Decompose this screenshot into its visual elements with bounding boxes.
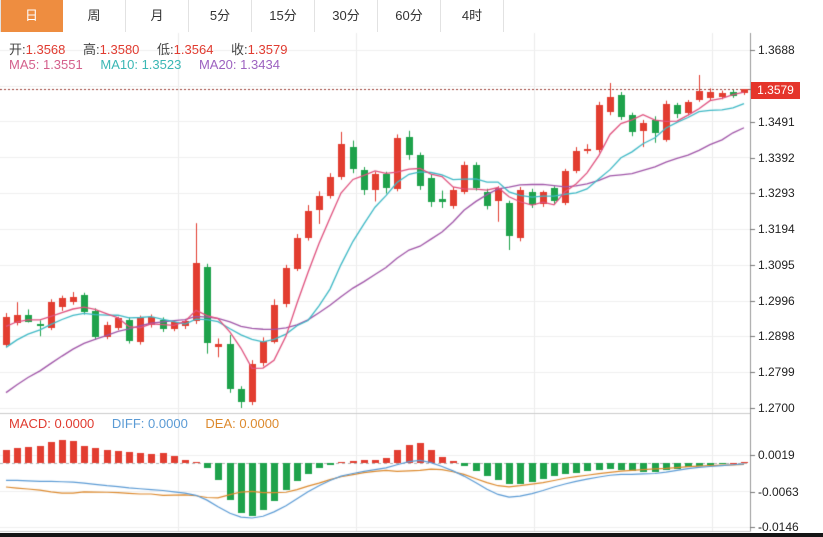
macd-label: MACD: — [9, 416, 51, 431]
macd-tick--0.0146: -0.0146 — [758, 520, 799, 534]
price-tick-1.2799: 1.2799 — [758, 365, 795, 379]
dea-value: 0.0000 — [239, 416, 280, 431]
ma20-label: MA20: — [198, 57, 237, 72]
ma5-label: MA5: — [9, 57, 40, 72]
close-value: 1.3579 — [247, 42, 288, 57]
open-value: 1.3568 — [25, 42, 66, 57]
ma-readout: MA5: 1.3551 MA10: 1.3523 MA20: 1.3434 — [9, 57, 294, 72]
macd-tick-0.0019: 0.0019 — [758, 448, 795, 462]
ma10-label: MA10: — [100, 57, 138, 72]
ohlc-readout: 开:1.3568 高:1.3580 低:1.3564 收:1.3579 — [9, 39, 301, 58]
tab-period-周[interactable]: 周 — [63, 0, 126, 32]
high-label: 高: — [83, 42, 100, 57]
high-value: 1.3580 — [99, 42, 140, 57]
price-tick-1.3392: 1.3392 — [758, 151, 795, 165]
diff-value: 0.0000 — [148, 416, 188, 431]
price-tick-1.2996: 1.2996 — [758, 294, 795, 308]
ma10-value: 1.3523 — [141, 57, 182, 72]
period-tabbar: 日周月 5分 15分 30分 60分 4时 — [0, 0, 823, 33]
diff-label: DIFF: — [111, 416, 145, 431]
macd-value: 0.0000 — [54, 416, 95, 431]
tab-period-60分[interactable]: 60分 — [378, 0, 441, 32]
price-tick-1.3491: 1.3491 — [758, 115, 795, 129]
tab-period-日[interactable]: 日 — [0, 0, 63, 32]
open-label: 开: — [9, 42, 26, 57]
price-tick-1.3194: 1.3194 — [758, 222, 795, 236]
current-price-badge: 1.3579 — [751, 82, 800, 99]
price-tick-1.2898: 1.2898 — [758, 329, 795, 343]
price-tick-1.3688: 1.3688 — [758, 43, 795, 57]
ma20-value: 1.3434 — [240, 57, 280, 72]
price-tick-1.2700: 1.2700 — [758, 401, 795, 415]
price-tick-1.3095: 1.3095 — [758, 258, 795, 272]
macd-readout: MACD: 0.0000 DIFF: 0.0000 DEA: 0.0000 — [9, 416, 293, 431]
low-label: 低: — [157, 42, 174, 57]
price-tick-1.3293: 1.3293 — [758, 186, 795, 200]
tab-period-月[interactable]: 月 — [126, 0, 189, 32]
window-bottom-edge — [0, 533, 823, 537]
tab-period-4时[interactable]: 4时 — [441, 0, 504, 32]
ma5-value: 1.3551 — [42, 57, 83, 72]
tab-period-5分[interactable]: 5分 — [189, 0, 252, 32]
low-value: 1.3564 — [173, 42, 214, 57]
close-label: 收: — [231, 42, 248, 57]
tab-period-30分[interactable]: 30分 — [315, 0, 378, 32]
chart-canvas[interactable] — [0, 32, 823, 537]
macd-tick--0.0063: -0.0063 — [758, 485, 799, 499]
dea-label: DEA: — [205, 416, 236, 431]
tab-period-15分[interactable]: 15分 — [252, 0, 315, 32]
